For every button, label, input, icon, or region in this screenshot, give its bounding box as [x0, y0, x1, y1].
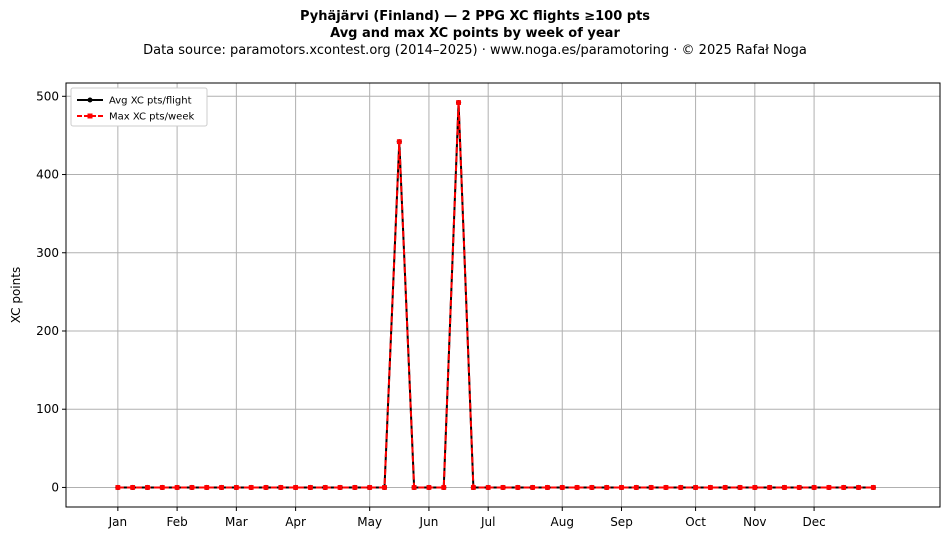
- x-tick-label: Jul: [480, 515, 495, 529]
- legend-item: Max XC pts/week: [77, 112, 194, 123]
- data-point: [441, 485, 447, 490]
- x-tick-label: May: [357, 515, 382, 529]
- data-point: [500, 485, 506, 490]
- data-point: [811, 485, 817, 490]
- series-line: [117, 101, 874, 489]
- data-point: [545, 485, 550, 490]
- legend-marker: [87, 97, 93, 103]
- x-tick-label: Aug: [551, 515, 574, 529]
- x-tick-label: Oct: [685, 515, 706, 529]
- x-tick-label: Mar: [225, 515, 248, 529]
- legend-marker: [87, 113, 93, 119]
- x-axis-ticks: Jan Feb Mar Apr May Jun Jul Aug Sep Oct Nov Dec: [108, 507, 826, 529]
- legend-label: Max XC pts/week: [109, 112, 194, 123]
- data-point: [737, 485, 743, 490]
- x-tick-label: Nov: [743, 515, 766, 529]
- data-point: [633, 485, 639, 490]
- data-point: [145, 485, 150, 490]
- y-tick-label: 400: [36, 168, 59, 182]
- x-tick-label: Feb: [166, 515, 187, 529]
- data-point: [752, 485, 758, 490]
- data-point: [263, 485, 269, 490]
- series-avg: [115, 99, 876, 491]
- y-axis-label: XC points: [9, 267, 23, 323]
- chart-subtitle: Avg and max XC points by week of year: [330, 26, 620, 41]
- y-tick-label: 0: [51, 480, 59, 494]
- data-point: [707, 485, 713, 490]
- data-point: [322, 485, 328, 490]
- data-point: [367, 485, 373, 490]
- data-point: [782, 485, 787, 490]
- y-tick-label: 300: [36, 246, 59, 260]
- y-axis-ticks: 0 100 200 300 400 500: [36, 89, 66, 494]
- data-point: [648, 485, 654, 490]
- data-point: [619, 485, 624, 490]
- data-point: [856, 485, 861, 490]
- data-point: [456, 100, 461, 105]
- x-tick-label: Jun: [419, 515, 439, 529]
- data-point: [308, 485, 313, 490]
- x-tick-label: Sep: [610, 515, 633, 529]
- data-point: [189, 485, 195, 490]
- plot-frame: [65, 82, 941, 508]
- legend: Avg XC pts/flight Max XC pts/week: [70, 87, 208, 127]
- data-point: [337, 485, 343, 490]
- y-tick-label: 100: [36, 402, 59, 416]
- series-group: [115, 99, 876, 491]
- data-point: [470, 485, 476, 490]
- data-point: [233, 485, 239, 490]
- data-point: [530, 485, 536, 490]
- data-point: [485, 485, 491, 490]
- data-point: [382, 485, 387, 490]
- data-point: [722, 485, 728, 490]
- data-point: [559, 485, 565, 490]
- data-point: [204, 485, 210, 490]
- x-tick-label: Dec: [802, 515, 825, 529]
- data-point: [574, 485, 580, 490]
- data-point: [693, 485, 698, 490]
- data-point: [426, 485, 432, 490]
- chart-source-line: Data source: paramotors.xcontest.org (20…: [143, 43, 807, 58]
- y-tick-label: 500: [36, 89, 59, 103]
- data-point: [604, 485, 610, 490]
- data-point: [278, 485, 284, 490]
- data-point: [411, 485, 417, 490]
- data-point: [663, 485, 669, 490]
- data-point: [159, 485, 165, 490]
- data-point: [174, 485, 180, 490]
- series-line: [117, 101, 874, 489]
- data-point: [841, 485, 847, 490]
- data-point: [767, 485, 773, 490]
- grid-lines: [66, 83, 940, 507]
- data-point: [678, 485, 684, 490]
- legend-box: [70, 87, 208, 127]
- data-point: [293, 485, 299, 490]
- series-max: [115, 100, 876, 490]
- data-point: [219, 485, 224, 490]
- legend-label: Avg XC pts/flight: [109, 96, 192, 107]
- chart-titles: Pyhäjärvi (Finland) — 2 PPG XC flights ≥…: [0, 8, 950, 59]
- data-point: [352, 485, 358, 490]
- data-point: [870, 485, 876, 490]
- x-tick-label: Jan: [108, 515, 128, 529]
- chart-title: Pyhäjärvi (Finland) — 2 PPG XC flights ≥…: [299, 9, 651, 24]
- data-point: [589, 485, 595, 490]
- data-point: [515, 485, 521, 490]
- data-point: [796, 485, 802, 490]
- legend-item: Avg XC pts/flight: [77, 96, 192, 107]
- data-point: [248, 485, 254, 490]
- data-point: [130, 485, 136, 490]
- data-point: [396, 139, 402, 145]
- data-point: [115, 485, 121, 490]
- x-tick-label: Apr: [285, 515, 306, 529]
- data-point: [826, 485, 832, 490]
- y-tick-label: 200: [36, 324, 59, 338]
